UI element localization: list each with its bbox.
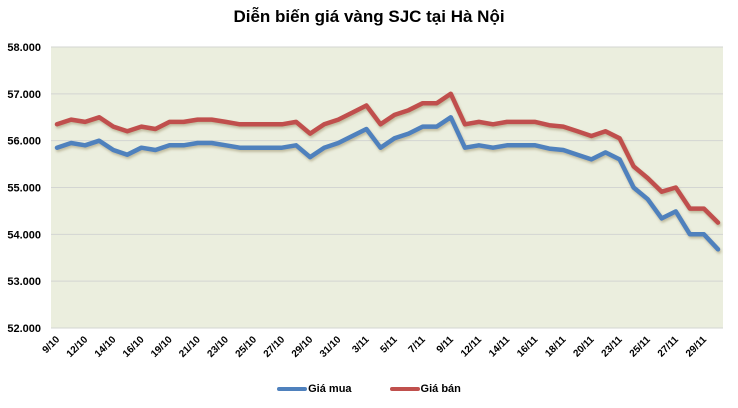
x-tick-label: 27/11 <box>656 334 681 359</box>
x-tick-label: 19/10 <box>149 334 175 360</box>
x-tick-label: 23/10 <box>205 334 231 360</box>
x-tick-label: 27/10 <box>262 334 288 360</box>
x-tick-label: 29/11 <box>684 334 709 359</box>
legend-swatch-gia-ban <box>389 387 420 391</box>
x-tick-label: 23/11 <box>600 334 625 359</box>
x-tick-label: 16/10 <box>121 334 147 360</box>
legend: Giá mua Giá bán <box>0 383 738 395</box>
x-tick-label: 16/11 <box>515 334 540 359</box>
y-tick-label: 57.000 <box>7 89 41 101</box>
x-tick-label: 29/10 <box>290 334 316 360</box>
series-line-gia-mua <box>54 115 721 252</box>
series-line-gia-ban <box>54 91 721 225</box>
legend-label-gia-mua: Giá mua <box>308 383 352 395</box>
x-tick-label: 14/11 <box>487 334 512 359</box>
y-tick-label: 54.000 <box>7 229 41 241</box>
x-tick-label: 12/10 <box>65 334 91 360</box>
x-tick-label: 20/11 <box>571 334 596 359</box>
chart-title: Diễn biến giá vàng SJC tại Hà Nội <box>233 7 505 26</box>
x-tick-label: 3/11 <box>350 334 371 355</box>
x-tick-label: 25/11 <box>628 334 653 359</box>
series-lines <box>54 91 721 252</box>
y-axis: 52.000 53.000 54.000 55.000 56.000 57.000 58.0… <box>7 42 41 335</box>
x-tick-label: 18/11 <box>543 334 568 359</box>
x-tick-label: 21/10 <box>177 334 203 360</box>
legend-swatch-gia-mua <box>277 387 308 391</box>
x-tick-label: 14/10 <box>93 334 119 360</box>
y-tick-label: 58.000 <box>7 42 41 54</box>
x-tick-label: 9/10 <box>41 334 63 356</box>
y-tick-label: 53.000 <box>7 276 41 288</box>
y-tick-label: 52.000 <box>7 323 41 335</box>
x-tick-label: 25/10 <box>234 334 260 360</box>
x-tick-label: 9/11 <box>435 334 456 355</box>
legend-item-gia-ban[interactable]: Giá bán <box>389 383 461 395</box>
y-tick-label: 55.000 <box>7 183 41 195</box>
gridlines <box>51 46 723 329</box>
y-tick-label: 56.000 <box>7 136 41 148</box>
legend-label-gia-ban: Giá bán <box>420 383 461 395</box>
x-tick-label: 31/10 <box>318 334 344 360</box>
x-tick-label: 5/11 <box>378 334 399 355</box>
x-tick-label: 7/11 <box>407 334 428 355</box>
x-tick-label: 12/11 <box>459 334 484 359</box>
x-axis: 9/10 12/10 14/10 16/10 19/10 21/10 23/10 25/10 2… <box>41 334 710 360</box>
legend-item-gia-mua[interactable]: Giá mua <box>277 383 352 395</box>
